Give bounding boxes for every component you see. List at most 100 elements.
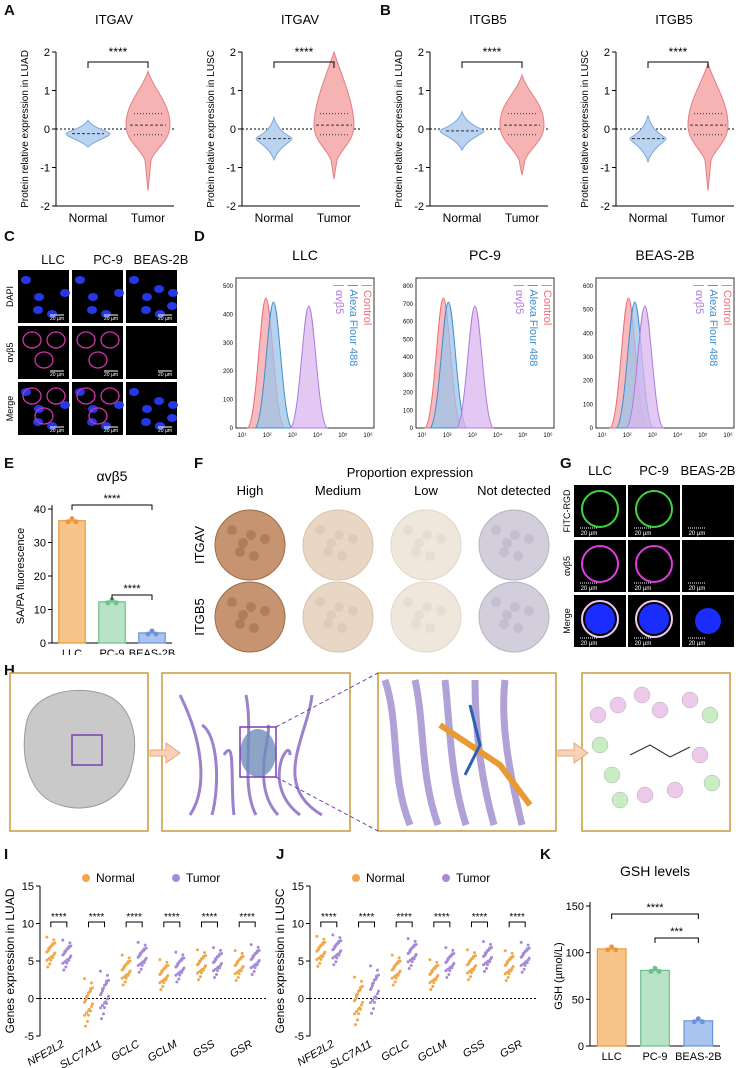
membrane-ring [76, 331, 96, 349]
nucleus [142, 405, 152, 413]
data-point [159, 988, 163, 991]
histogram-peak [289, 305, 328, 429]
sig-label: *** [670, 926, 684, 938]
y-tick-label: 100 [403, 408, 414, 414]
data-point [409, 964, 413, 967]
data-point [392, 966, 396, 970]
tissue-texture [422, 530, 432, 540]
data-point [356, 992, 359, 996]
y-tick-label: 800 [403, 284, 414, 290]
group-label: Normal [69, 211, 108, 225]
ihc-core [390, 581, 462, 653]
tissue-texture [334, 530, 344, 540]
data-point [361, 1000, 364, 1004]
histogram-peak [455, 305, 495, 429]
y-tick-label: 500 [223, 284, 234, 290]
data-point [355, 1009, 358, 1013]
y-axis-label: Genes expression in LUSC [273, 888, 287, 1033]
data-point [357, 1007, 360, 1011]
data-point [372, 1007, 375, 1011]
row-label: αvβ5 [5, 343, 15, 363]
data-point [435, 975, 439, 979]
data-point [99, 969, 102, 973]
tissue-texture [246, 602, 256, 612]
data-point [360, 1003, 363, 1007]
tissue-texture [337, 623, 347, 633]
sig-bracket [654, 937, 699, 943]
data-point [123, 980, 127, 984]
nucleus [21, 276, 31, 284]
chart-title: GSH levels [620, 863, 690, 879]
sig-label: **** [295, 45, 314, 59]
data-point [138, 953, 142, 957]
data-point [390, 953, 394, 957]
data-point [407, 967, 411, 970]
data-point [429, 988, 433, 991]
data-point [240, 966, 244, 970]
data-point [316, 964, 320, 968]
nucleus [155, 310, 165, 318]
nucleus [129, 276, 139, 284]
data-point [447, 973, 451, 976]
data-point [489, 942, 492, 946]
data-point [526, 958, 530, 962]
y-tick-label: 1 [230, 86, 236, 98]
y-tick-label: 5 [28, 956, 34, 968]
data-point [174, 950, 178, 954]
violin-tumor [313, 50, 355, 180]
scale-label: 20 µm [689, 586, 706, 592]
data-point [376, 968, 379, 972]
y-tick-label: 15 [22, 881, 34, 893]
membrane-ring [100, 331, 120, 349]
nucleus [155, 422, 165, 430]
panel-label-b: B [380, 2, 391, 19]
group-label: Tumor [131, 211, 165, 225]
tissue-texture [513, 623, 523, 633]
tissue-texture [411, 547, 421, 557]
data-point [656, 968, 662, 974]
data-point [102, 1012, 105, 1016]
data-point [233, 949, 237, 953]
data-point [219, 963, 222, 967]
data-point [406, 937, 410, 941]
data-point [105, 600, 111, 606]
data-point [451, 948, 455, 952]
x-tick-label: 10⁶ [543, 432, 553, 439]
tissue-texture [246, 530, 256, 540]
legend-marker-tumor [172, 874, 180, 882]
ligand-surface [240, 729, 276, 777]
data-point [200, 968, 203, 972]
data-point [145, 631, 151, 637]
tissue-texture [403, 597, 413, 607]
sig-bracket [358, 921, 375, 928]
data-point [103, 1001, 106, 1005]
data-point [321, 941, 325, 945]
legend-label-normal: Normal [96, 871, 135, 885]
y-axis-label: SA/PA fluorescence [15, 528, 27, 624]
ribbon-orange [438, 722, 533, 807]
panel-c-images: DAPI 20 µm 20 µm 20 µm αvβ5 20 µm 20 µm 20 µm Me… [5, 270, 178, 435]
data-point [357, 1012, 360, 1016]
data-point [215, 973, 218, 976]
data-point [84, 1024, 87, 1028]
ihc-col-label: High [237, 483, 264, 498]
scale-label: 20 µm [104, 428, 118, 434]
data-point [408, 949, 412, 953]
ihc-core [214, 581, 286, 653]
data-point [371, 998, 374, 1002]
tissue-texture [323, 619, 333, 629]
legend-marker-tumor [442, 874, 450, 882]
x-tick-label: LLC [62, 648, 82, 655]
membrane-ring [635, 490, 673, 528]
panel-label-f: F [194, 455, 204, 472]
data-point [319, 955, 323, 958]
data-point [197, 978, 200, 982]
data-point [158, 958, 162, 962]
histogram-plot-3: BEAS-2B 0 100 200 300 400 500 600 10¹ 10² 10³ 10⁴ 10… [583, 247, 735, 439]
data-point [652, 965, 658, 971]
nucleus [88, 293, 98, 301]
data-point [107, 994, 110, 998]
data-point [68, 941, 72, 945]
data-point [143, 958, 147, 962]
membrane-ring [34, 351, 54, 369]
